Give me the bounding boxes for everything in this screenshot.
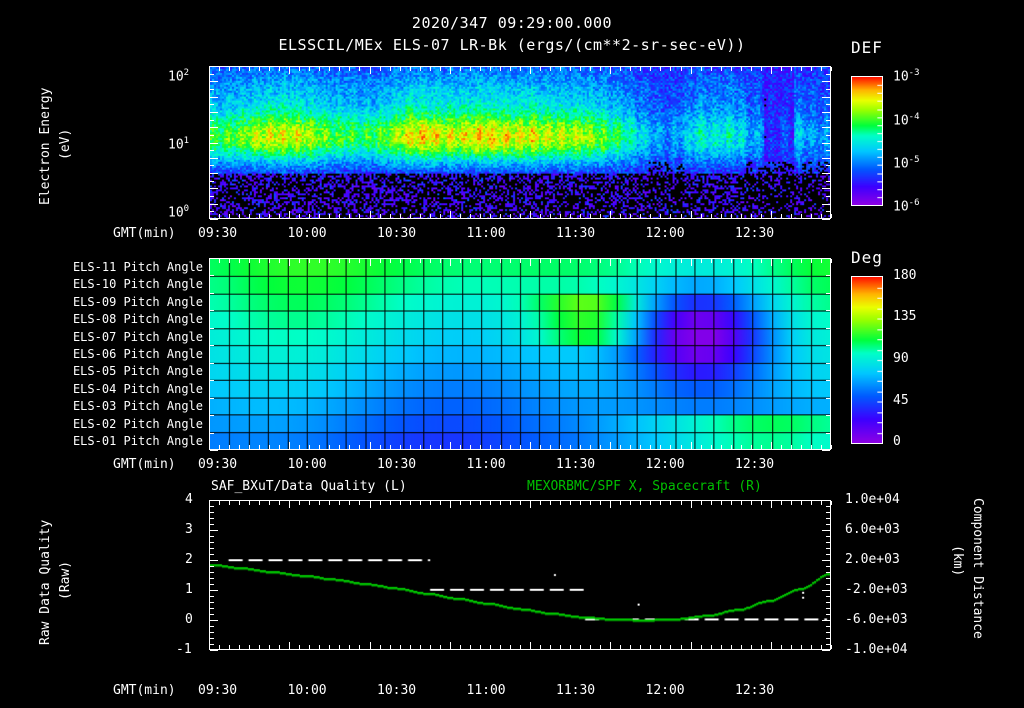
pitch-row-label-06: ELS-06 Pitch Angle <box>72 347 203 361</box>
time-tick-1230: 12:30 <box>735 226 775 241</box>
bottom-left-tick-0: 0 <box>185 612 193 627</box>
bottom-ylabel-right-line2: (km) <box>950 545 965 577</box>
pitch-row-label-03: ELS-03 Pitch Angle <box>72 399 203 414</box>
time-tick-1100: 11:00 <box>466 457 506 472</box>
def-colorbar-label-0: 10-3 <box>893 68 920 85</box>
time-tick-0930: 09:30 <box>198 457 238 472</box>
bottom-left-tick-4: 4 <box>185 492 193 507</box>
pitch-row-label-02: ELS-02 Pitch Angle <box>72 416 203 431</box>
time-tick-1100: 11:00 <box>466 683 506 698</box>
time-tick-1230: 12:30 <box>735 683 775 698</box>
time-tick-1030: 10:30 <box>377 457 417 472</box>
time-tick-1230: 12:30 <box>735 457 775 472</box>
bottom-left-tick-2: 2 <box>185 552 193 567</box>
bottom-panel-title-right: MEXORBMC/SPF X, Spacecraft (R) <box>527 479 762 494</box>
page-title-timestamp: 2020/347 09:29:00.000 <box>411 14 613 32</box>
spectrogram-ytick-100: 102 <box>168 68 190 85</box>
time-tick-1000: 10:00 <box>287 457 327 472</box>
def-colorbar-label-1: 10-4 <box>893 112 920 129</box>
pitch-row-label-09: ELS-09 Pitch Angle <box>72 294 203 309</box>
time-tick-0930: 09:30 <box>198 226 238 241</box>
spectrogram-ytick-1: 100 <box>168 204 190 221</box>
bottom-right-tick-1: 6.0e+03 <box>845 522 900 537</box>
spectrogram-ylabel-line2: (eV) <box>58 128 73 160</box>
time-tick-1030: 10:30 <box>377 683 417 698</box>
deg-colorbar <box>851 276 883 444</box>
bottom-right-tick-2: 2.0e+03 <box>845 552 900 567</box>
deg-colorbar-label-0: 0 <box>893 434 901 449</box>
pitch-time-axis-label: GMT(min) <box>113 457 176 472</box>
bottom-left-tick-1: 1 <box>185 582 193 597</box>
page-title-subtitle: ELSSCIL/MEx ELS-07 LR-Bk (ergs/(cm**2-sr… <box>278 36 746 54</box>
spectrogram-time-axis-label: GMT(min) <box>113 226 176 241</box>
time-tick-1200: 12:00 <box>645 683 685 698</box>
deg-colorbar-label-45: 45 <box>893 393 909 408</box>
deg-colorbar-title: Deg <box>851 248 883 267</box>
time-tick-0930: 09:30 <box>198 683 238 698</box>
data-quality-panel <box>209 500 831 650</box>
bottom-ylabel-left-line1: Raw Data Quality <box>38 519 53 645</box>
time-tick-1130: 11:30 <box>556 683 596 698</box>
deg-colorbar-label-180: 180 <box>893 268 917 283</box>
pitch-row-label-04: ELS-04 Pitch Angle <box>72 381 203 396</box>
time-tick-1100: 11:00 <box>466 226 506 241</box>
time-tick-1200: 12:00 <box>645 226 685 241</box>
pitch-angle-panel <box>209 258 831 450</box>
def-colorbar-title: DEF <box>851 38 883 57</box>
time-tick-1030: 10:30 <box>377 226 417 241</box>
time-tick-1000: 10:00 <box>287 683 327 698</box>
bottom-left-tick-neg1: -1 <box>176 642 192 657</box>
pitch-row-label-08: ELS-08 Pitch Angle <box>72 312 203 327</box>
def-colorbar <box>851 76 883 206</box>
pitch-row-label-07: ELS-07 Pitch Angle <box>72 329 203 344</box>
def-colorbar-label-2: 10-5 <box>893 155 920 172</box>
bottom-left-tick-3: 3 <box>185 522 193 537</box>
spectrogram-ylabel-line1: Electron Energy <box>38 87 53 205</box>
pitch-row-label-11: ELS-11 Pitch Angle <box>72 259 203 274</box>
pitch-row-label-10: ELS-10 Pitch Angle <box>72 277 203 292</box>
bottom-right-tick-3: -2.0e+03 <box>845 582 908 597</box>
bottom-time-axis-label: GMT(min) <box>113 683 176 698</box>
bottom-ylabel-left-line2: (Raw) <box>58 560 73 600</box>
bottom-right-tick-0: 1.0e+04 <box>845 492 900 507</box>
def-colorbar-label-3: 10-6 <box>893 198 920 215</box>
deg-colorbar-label-90: 90 <box>893 351 909 366</box>
bottom-ylabel-right-line1: Component Distance <box>970 498 985 639</box>
pitch-row-label-01: ELS-01 Pitch Angle <box>72 434 203 449</box>
time-tick-1200: 12:00 <box>645 457 685 472</box>
deg-colorbar-label-135: 135 <box>893 309 917 324</box>
electron-energy-spectrogram <box>209 66 831 219</box>
time-tick-1130: 11:30 <box>556 457 596 472</box>
bottom-panel-title-left: SAF_BXuT/Data Quality (L) <box>211 479 407 494</box>
bottom-right-tick-4: -6.0e+03 <box>845 612 908 627</box>
time-tick-1130: 11:30 <box>556 226 596 241</box>
bottom-right-tick-5: -1.0e+04 <box>845 642 908 657</box>
time-tick-1000: 10:00 <box>287 226 327 241</box>
spectrogram-ytick-10: 101 <box>168 136 190 153</box>
pitch-row-label-05: ELS-05 Pitch Angle <box>72 364 203 379</box>
